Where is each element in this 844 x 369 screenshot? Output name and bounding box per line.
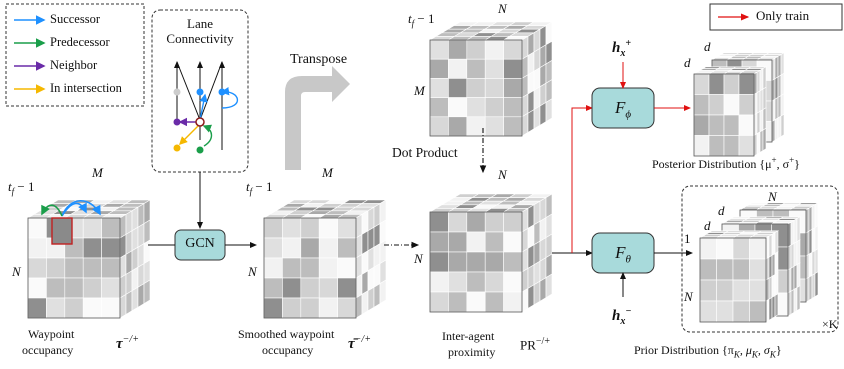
- transposed-left-suffix: − 1: [414, 11, 435, 26]
- f-phi-label: Fϕ: [592, 98, 654, 120]
- h-minus-letter: h: [612, 308, 621, 324]
- legend-neighbor-label: Neighbor: [50, 58, 98, 72]
- posterior-d2: d: [684, 55, 691, 70]
- waypoint-left-letter: t: [8, 179, 12, 194]
- prior-one-label: 1: [684, 231, 691, 246]
- posterior-caption-sup2: +: [789, 155, 795, 165]
- prior-box: [681, 185, 839, 333]
- prior-caption-text: Prior Distribution {π: [634, 343, 734, 357]
- cubes-group: [26, 21, 820, 323]
- proximity-side-label: N: [414, 251, 423, 266]
- h-plus-letter: h: [612, 40, 621, 56]
- lane-title-line1: Lane: [187, 16, 213, 31]
- waypoint-symbol-letter: τ: [116, 336, 123, 352]
- cube-smoothed: [262, 199, 388, 319]
- highlight-cell: [51, 217, 73, 245]
- waypoint-left-suffix: − 1: [14, 179, 35, 194]
- waypoint-side-label: N: [12, 264, 21, 279]
- posterior-caption-mid: , σ: [776, 157, 790, 171]
- posterior-caption: Posterior Distribution {μ+, σ+}: [652, 155, 800, 171]
- prior-side-label: N: [684, 289, 693, 304]
- f-phi-subscript: ϕ: [625, 108, 632, 121]
- proximity-symbol-sup: −/+: [535, 336, 550, 347]
- transposed-left-label: tf − 1: [408, 11, 435, 29]
- h-plus-superscript: +: [625, 38, 632, 49]
- f-theta-letter: F: [615, 243, 626, 262]
- prior-n-label: N: [768, 189, 777, 204]
- transpose-arrow: [285, 66, 350, 170]
- waypoint-top-label: M: [92, 165, 103, 180]
- lane-title-line2: Connectivity: [166, 31, 234, 46]
- cube-transposed: [428, 21, 554, 137]
- prior-caption-sub3: K: [769, 349, 776, 360]
- waypoint-arc-1: [61, 202, 87, 217]
- smoothed-left-label: tf − 1: [246, 179, 273, 197]
- waypoint-arc-2: [41, 204, 63, 217]
- prior-caption-sub1: K: [733, 349, 740, 360]
- only-train-label: Only train: [756, 8, 810, 23]
- proximity-symbol-text: PR: [520, 337, 536, 353]
- smoothed-caption1: Smoothed waypoint: [238, 327, 335, 341]
- legend-intersection-label: In intersection: [50, 81, 122, 95]
- lane-graph: [173, 61, 239, 154]
- proximity-top-label: N: [498, 167, 507, 182]
- proximity-caption2: proximity: [448, 345, 496, 359]
- smoothed-symbol-letter: τ̄: [348, 336, 355, 352]
- legend-predecessor-label: Predecessor: [50, 35, 110, 49]
- only-train-box: [709, 3, 843, 31]
- smoothed-side-label: N: [248, 264, 257, 279]
- h-minus-subscript: x: [620, 316, 626, 327]
- waypoint-symbol: τ−/+: [116, 334, 139, 353]
- posterior-caption-sup1: +: [771, 155, 777, 165]
- proximity-symbol: PR−/+: [520, 336, 550, 353]
- posterior-d1: d: [704, 39, 711, 54]
- cube-waypoint: [26, 199, 152, 319]
- proximity-caption1: Inter-agent: [442, 329, 495, 343]
- waypoint-caption1: Waypoint: [28, 327, 75, 341]
- legend-successor-label: Successor: [50, 12, 100, 26]
- prior-d1: d: [718, 203, 725, 218]
- smoothed-symbol-sup: −/+: [354, 334, 371, 345]
- gcn-label: GCN: [185, 236, 215, 251]
- prior-d2: d: [704, 218, 711, 233]
- smoothed-left-letter: t: [246, 179, 250, 194]
- waypoint-symbol-sup: −/+: [122, 334, 139, 345]
- prior-caption-end: }: [775, 343, 782, 357]
- prior-caption-mu: , μ: [739, 343, 752, 357]
- cube-proximity: [428, 193, 554, 313]
- f-theta-label: Fθ: [592, 243, 654, 265]
- posterior-caption-text: Posterior Distribution {μ: [652, 157, 772, 171]
- waypoint-caption2: occupancy: [22, 343, 74, 357]
- h-minus-superscript: −: [625, 306, 632, 317]
- h-plus-label: hx+: [612, 38, 631, 59]
- prior-caption-sigma: , σ: [757, 343, 770, 357]
- smoothed-caption2: occupancy: [262, 343, 314, 357]
- posterior-caption-end: }: [794, 157, 800, 171]
- h-plus-subscript: x: [620, 48, 626, 59]
- transposed-left-letter: t: [408, 11, 412, 26]
- transposed-side-label: M: [414, 83, 425, 98]
- dot-product-label: Dot Product: [392, 145, 458, 160]
- prior-caption: Prior Distribution {πK, μK, σK}: [634, 343, 782, 360]
- transpose-label: Transpose: [290, 52, 348, 67]
- prior-front: [698, 230, 780, 323]
- prior-caption-sub2: K: [751, 349, 758, 360]
- smoothed-top-label: M: [322, 165, 333, 180]
- transposed-top-label: N: [498, 1, 507, 16]
- prior-times-k: ×K: [822, 317, 838, 331]
- smoothed-left-suffix: − 1: [252, 179, 273, 194]
- h-minus-label: hx−: [612, 306, 631, 327]
- f-phi-letter: F: [614, 98, 626, 117]
- f-theta-subscript: θ: [625, 253, 631, 266]
- posterior-front: [692, 66, 768, 157]
- smoothed-symbol: τ̄−/+: [348, 334, 371, 353]
- waypoint-left-label: tf − 1: [8, 179, 35, 197]
